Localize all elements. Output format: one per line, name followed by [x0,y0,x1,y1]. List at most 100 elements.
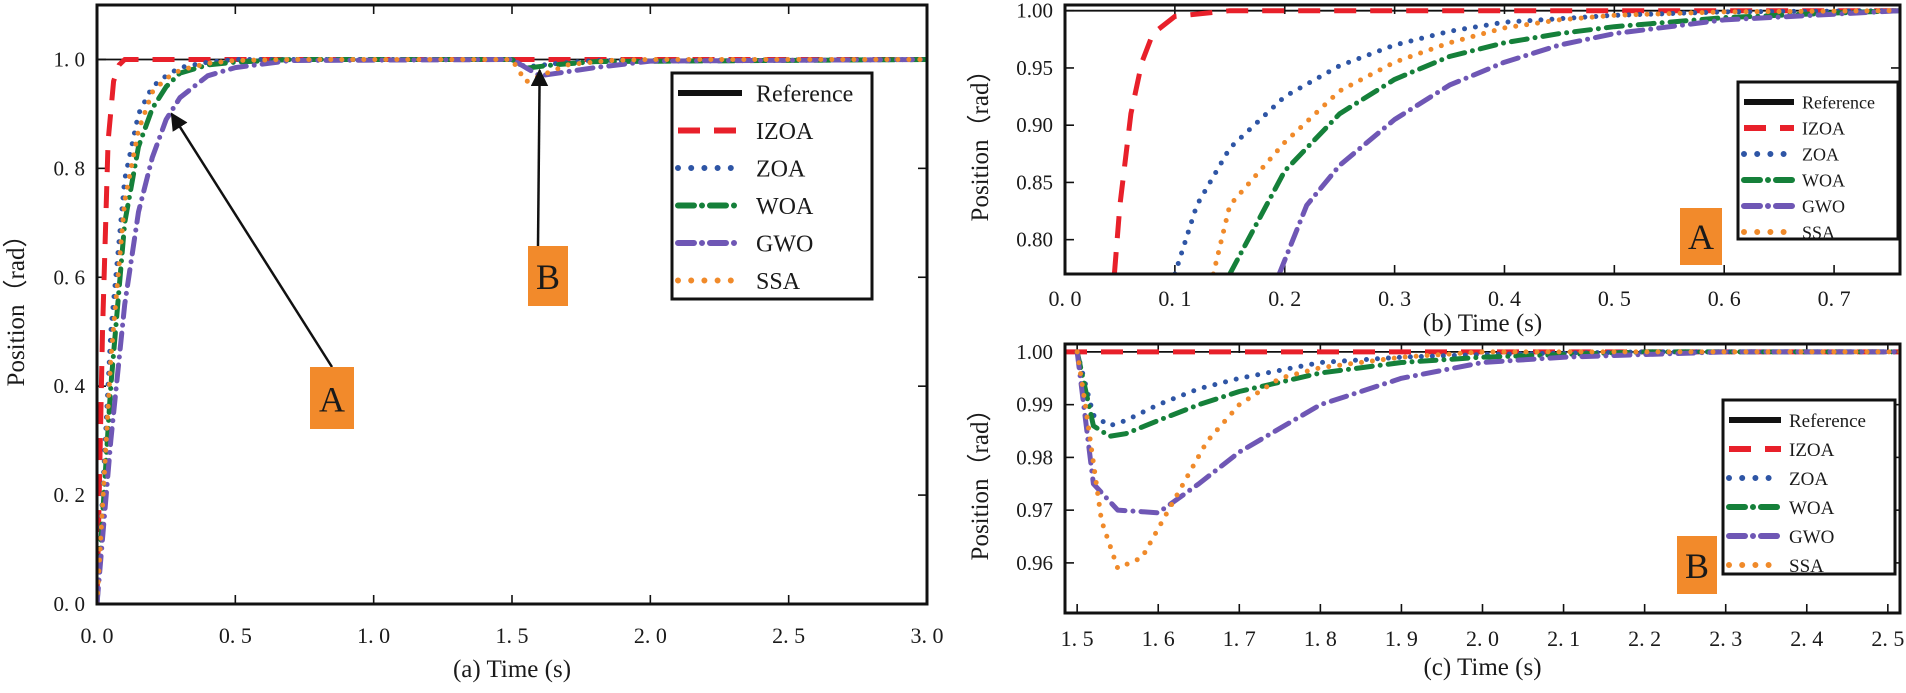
y-tick-label: 1. 0 [54,47,86,71]
y-tick-label: 1.00 [1016,0,1053,23]
legend-label-woa: WOA [756,194,814,220]
legend-label-zoa: ZOA [1789,469,1828,490]
series-ssa [1210,8,1900,274]
series-woa [1227,8,1900,274]
y-tick-label: 0. 2 [54,483,86,507]
legend-box [670,71,874,301]
chart-a: 0. 0 0. 5 1. 0 1. 5 2. 0 2. 5 3. 0 0. 0 0. 2 0. 4… [2,3,944,683]
series-ssa [97,57,927,604]
y-axis-label: Position（rad） [966,58,994,222]
y-tick-label: 0. 6 [54,265,86,289]
x-tick-label: 2. 4 [1790,626,1823,651]
legend-label-reference: Reference [1802,92,1875,112]
legend-label-gwo: GWO [756,232,813,258]
legend-label-reference: Reference [756,82,853,108]
x-tick-label: 0. 6 [1708,286,1741,311]
series-woa [97,57,927,604]
legend-label-zoa: ZOA [1802,144,1839,164]
legend: Reference IZOA ZOA WOA GWO SSA [1736,80,1900,242]
callout-box-b [1677,536,1717,594]
y-tick-label: 0.97 [1016,498,1053,522]
series-gwo [97,57,927,604]
legend-label-gwo: GWO [1802,196,1845,216]
x-tick-label: 0. 5 [219,623,252,648]
callout-label-a: A [319,380,345,420]
plot-frame [1063,342,1902,615]
x-tick-label: 2. 0 [634,623,667,648]
series-izoa [1111,8,1900,274]
x-tick-label: 2. 2 [1628,626,1661,651]
series-zoa [1074,349,1900,429]
y-tick-label: 0.90 [1016,113,1053,137]
y-tick-label: 0. 0 [54,592,86,616]
x-tick-label: 2. 1 [1547,626,1580,651]
y-tick-label: 0.99 [1016,393,1053,417]
legend-label-woa: WOA [1802,170,1845,190]
series-woa [1074,349,1900,439]
y-tick-label: 0.98 [1016,445,1053,469]
x-tick-label: 1. 5 [496,623,529,648]
x-tick-label: 1. 9 [1385,626,1418,651]
series-group [1065,349,1900,571]
callout-box-b [528,246,568,306]
legend: Reference IZOA ZOA WOA GWO SSA [1721,398,1897,577]
x-tick-label: 3. 0 [911,623,944,648]
y-axis-label: Position（rad） [966,397,994,561]
callout-arrow-a [170,112,334,368]
x-tick-label: 1. 6 [1142,626,1175,651]
callout-label-b: B [536,257,560,297]
legend: Reference IZOA ZOA WOA GWO SSA [670,71,874,301]
x-tick-label: 0. 1 [1158,286,1191,311]
series-group [97,57,927,604]
y-tick-label: 0.95 [1016,56,1053,80]
x-axis-label: (c) Time (s) [1423,654,1541,681]
x-tick-label: 2. 5 [1871,626,1904,651]
x-tick-label: 0. 0 [81,623,114,648]
legend-label-izoa: IZOA [1789,440,1835,461]
x-tick-label: 1. 8 [1304,626,1337,651]
legend-label-ssa: SSA [756,269,801,295]
legend-label-izoa: IZOA [756,119,814,145]
x-tick-label: 0. 5 [1598,286,1631,311]
y-tick-label: 0. 8 [54,156,86,180]
chart-b: 0. 0 0. 1 0. 2 0. 3 0. 4 0. 5 0. 6 0. 7 0.80 0.85… [966,0,1902,337]
x-tick-label: 0. 0 [1049,286,1082,311]
legend-label-zoa: ZOA [756,157,806,183]
callout-label-a: A [1688,217,1714,257]
y-tick-label: 0.85 [1016,170,1053,194]
x-tick-label: 1. 5 [1061,626,1094,651]
callout-arrow-b [530,68,549,247]
series-gwo [1074,349,1900,516]
x-tick-label: 2. 5 [772,623,805,648]
y-tick-label: 0.96 [1016,551,1053,575]
callout-box-a [1680,208,1722,265]
x-tick-label: 0. 2 [1268,286,1301,311]
legend-label-gwo: GWO [1789,527,1834,548]
plot-frame [1063,3,1902,276]
legend-label-reference: Reference [1789,411,1866,432]
legend-label-woa: WOA [1789,498,1835,519]
y-tick-label: 0. 4 [54,374,86,398]
x-tick-label: 0. 3 [1378,286,1411,311]
series-gwo [1276,8,1900,274]
legend-label-ssa: SSA [1802,222,1835,242]
y-tick-label: 0.80 [1016,228,1053,252]
y-tick-label: 1.00 [1016,340,1053,364]
x-axis-label: (a) Time (s) [453,656,571,683]
legend-label-ssa: SSA [1789,556,1824,577]
x-tick-label: 0. 4 [1488,286,1521,311]
x-tick-label: 2. 0 [1466,626,1499,651]
callout-label-b: B [1685,546,1709,586]
y-axis-label: Position（rad） [2,223,30,387]
legend-label-izoa: IZOA [1802,118,1845,138]
chart-c: 1. 5 1. 6 1. 7 1. 8 1. 9 2. 0 2. 1 2. 2 2. 3 2. 4… [966,340,1904,681]
x-tick-label: 2. 3 [1709,626,1742,651]
series-zoa [1172,8,1900,274]
x-tick-label: 0. 7 [1818,286,1851,311]
series-izoa [97,57,927,604]
x-tick-label: 1. 0 [357,623,390,648]
callout-box-a [310,367,354,429]
series-group [1065,8,1900,274]
x-tick-label: 1. 7 [1223,626,1256,651]
